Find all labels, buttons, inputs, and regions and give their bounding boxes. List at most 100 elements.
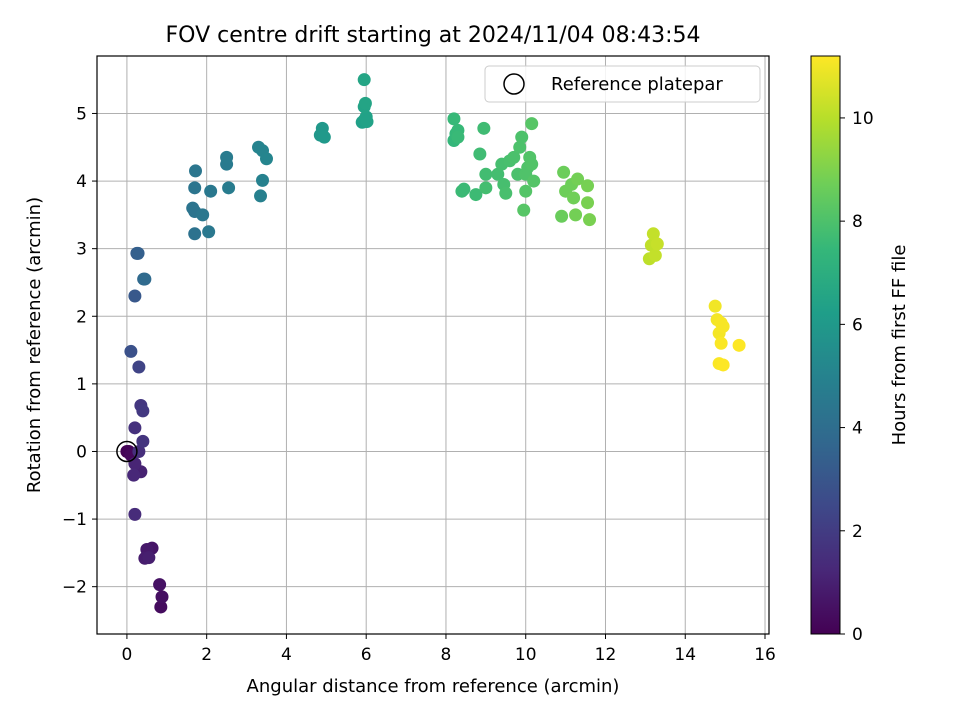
data-point [357,73,371,87]
data-point [142,551,156,565]
data-point [154,600,168,614]
data-point [128,507,142,521]
data-point [708,299,722,313]
data-point [155,590,169,604]
data-point [127,468,141,482]
data-point [716,319,730,333]
colorbar-tick-label: 10 [852,109,874,129]
data-point [519,184,533,198]
data-point [204,184,218,198]
data-point [202,225,216,239]
x-axis: 0 2 4 6 8 10 12 14 16 [121,634,776,665]
data-point [131,246,145,260]
data-point [358,96,372,110]
data-point [525,117,539,131]
x-tick-label: 8 [441,645,452,665]
data-point [469,188,483,202]
data-points [120,73,746,614]
data-point [124,344,138,358]
colorbar-label: Hours from first FF file [889,245,910,446]
data-point [132,360,146,374]
data-point [222,181,236,195]
data-point [136,404,150,418]
reference-marker-layer [116,440,138,463]
x-tick-label: 6 [361,645,372,665]
x-tick-label: 4 [281,645,292,665]
x-tick-label: 16 [754,645,776,665]
data-point [513,140,527,154]
x-tick-label: 14 [674,645,696,665]
x-tick-label: 10 [515,645,537,665]
data-point [583,213,597,227]
data-point [477,121,491,135]
colorbar-gradient [810,55,841,635]
y-tick-label: 4 [76,172,87,192]
data-point [457,182,471,196]
data-point [259,152,273,166]
y-tick-label: 5 [76,104,87,124]
data-point [567,191,581,205]
data-point [581,179,595,193]
colorbar-tick-label: 2 [852,522,863,542]
data-point [515,130,529,144]
chart-title: FOV centre drift starting at 2024/11/04 … [166,23,701,48]
data-point [136,434,150,448]
data-point [447,112,461,126]
y-tick-label: 1 [76,375,87,395]
data-point [714,336,728,350]
colorbar-tick-label: 4 [852,419,863,439]
reference-platepar-marker [116,440,138,463]
colorbar-tick-label: 0 [852,625,863,645]
data-point [188,227,202,241]
colorbar-tick-label: 8 [852,212,863,232]
data-point [716,358,730,372]
y-axis: −2 −1 0 1 2 3 4 5 [62,104,97,598]
data-point [153,578,167,592]
x-tick-label: 2 [201,645,212,665]
data-point [555,209,569,223]
y-tick-label: 3 [76,240,87,260]
data-point [479,167,493,181]
y-axis-label: Rotation from reference (arcmin) [24,197,45,493]
y-tick-label: −2 [62,578,87,598]
data-point [220,150,234,164]
data-point [499,186,513,200]
data-point [650,237,664,251]
data-point [732,338,746,352]
data-point [557,165,571,179]
legend-entry-reference-platepar: Reference platepar [551,74,723,95]
data-point [648,248,662,262]
legend: Reference platepar [484,65,761,103]
data-point [360,115,374,129]
data-point [317,130,331,144]
data-point [128,457,142,471]
colorbar-tick-label: 6 [852,315,863,335]
x-tick-label: 0 [121,645,132,665]
data-point [646,227,660,241]
colorbar-ticks: 0 2 4 6 8 10 [840,109,874,645]
grid-lines [97,56,769,634]
data-point [569,208,583,222]
y-tick-label: 2 [76,307,87,327]
x-tick-label: 12 [595,645,617,665]
data-point [491,167,505,181]
data-point [128,289,142,303]
data-point [188,181,202,195]
data-point [527,174,541,188]
legend-reference-marker-icon [503,73,525,95]
data-point [473,147,487,161]
data-point [256,173,270,187]
data-point [581,196,595,210]
data-point [571,172,585,186]
x-axis-label: Angular distance from reference (arcmin) [247,676,620,697]
plot-area-frame [96,55,770,635]
data-point [517,203,531,217]
data-point [189,164,203,178]
data-point [479,181,493,195]
data-point [451,130,465,144]
data-point [128,421,142,435]
y-tick-label: 0 [76,442,87,462]
colorbar: 0 2 4 6 8 10 Hours from first FF file [810,55,910,645]
data-point [525,157,539,171]
